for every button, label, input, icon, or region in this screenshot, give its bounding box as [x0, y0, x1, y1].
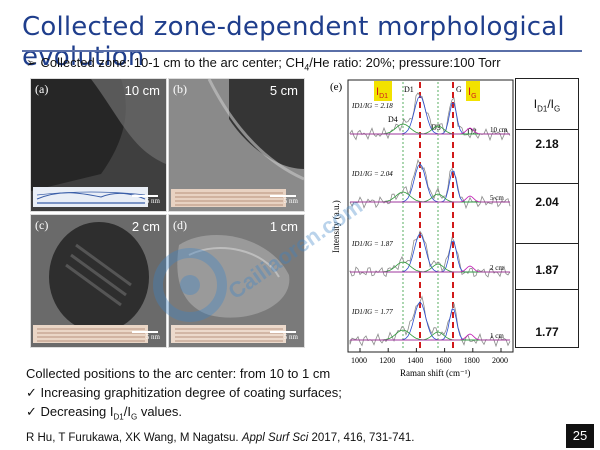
tem-panel-c-scale: 5 nm: [145, 333, 160, 341]
fit-peak: [350, 195, 510, 203]
tem-panel-d-scalebar: [270, 331, 296, 333]
id1-highlight-label: ID1: [376, 86, 388, 100]
tem-panel-d: (d) 1 cm 5 nm: [168, 214, 305, 348]
tem-panel-b-scalebar: [270, 195, 296, 197]
ratio-divider: [516, 243, 578, 244]
x-tick-label: 2000: [492, 356, 508, 365]
ratio-value-5cm: 2.04: [535, 195, 559, 209]
trace-zone-label: 5 cm: [490, 194, 504, 202]
ratio-divider: [516, 183, 578, 184]
spectra-panel-label: (e): [330, 81, 343, 93]
tem-panel-a-label: (a): [35, 82, 49, 96]
spectra-traces: 10 cm ID1/IG = 2.18 5 cm ID1/IG = 2.04 2 cm I…: [349, 92, 511, 348]
summary-line-2: ✓ Increasing graphitization degree of co…: [26, 385, 342, 400]
peak-label-g: G: [456, 85, 462, 94]
spectra-xlabel: Raman shift (cm⁻¹): [400, 368, 470, 378]
tem-panel-d-scale: 5 nm: [283, 333, 298, 341]
summary-block: Collected positions to the arc center: f…: [26, 364, 342, 427]
trace-zone-label: 10 cm: [490, 126, 508, 134]
x-tick-label: 1400: [407, 356, 423, 365]
x-tick-label: 1600: [436, 356, 452, 365]
trace-zone-label: 1 cm: [490, 332, 504, 340]
check-icon: ✓: [26, 404, 37, 419]
fit-peak: [350, 331, 510, 341]
ratio-value-2cm: 1.87: [535, 263, 559, 277]
spectra-ylabel: Intensity (a.u.): [331, 200, 341, 253]
trace-zone-label: 2 cm: [490, 264, 504, 272]
tem-panel-b-zone: 5 cm: [269, 83, 298, 98]
trace-ratio-label: ID1/IG = 2.18: [351, 102, 393, 110]
tem-panel-c-zone: 2 cm: [131, 219, 160, 234]
peak-label-d4: D4: [388, 115, 398, 124]
check-icon: ✓: [26, 385, 37, 400]
summary-line-3: ✓ Decreasing ID1/IG values.: [26, 404, 183, 422]
tem-panel-c-scalebar: [132, 331, 158, 333]
experiment-conditions-bullet: ➢ Collected zone: 10-1 cm to the arc cen…: [26, 55, 501, 73]
tem-panel-a-scalebar: [132, 195, 158, 197]
x-tick-label: 1200: [379, 356, 395, 365]
raman-trace: [349, 230, 511, 278]
fit-peak: [350, 127, 510, 135]
spectra-x-ticks: 1000 1200 1400 1600 1800 2000: [351, 348, 508, 365]
tem-panel-d-zone: 1 cm: [269, 219, 298, 234]
x-tick-label: 1800: [464, 356, 480, 365]
ratio-table: ID1/IG 2.18 2.04 1.87 1.77: [515, 78, 579, 348]
ratio-value-10cm: 2.18: [535, 137, 559, 151]
fit-peak: [350, 333, 510, 341]
x-tick-label: 1000: [351, 356, 367, 365]
tem-panel-b-label: (b): [173, 82, 187, 96]
spectra-frame: [347, 79, 514, 353]
citation: R Hu, T Furukawa, XK Wang, M Nagatsu. Ap…: [26, 432, 415, 444]
tem-panel-a-scale: 5 nm: [145, 197, 160, 205]
tem-panel-b-scale: 5 nm: [283, 197, 298, 205]
slide-title: Collected zone-dependent morphological e…: [22, 12, 565, 72]
trace-ratio-label: ID1/IG = 1.77: [351, 308, 393, 316]
tem-panel-c-image: [31, 215, 166, 347]
id1-highlight: [374, 81, 392, 101]
peak-label-d3: D3: [431, 123, 441, 132]
tem-panel-a-zone: 10 cm: [124, 83, 160, 98]
trace-ratio-label: ID1/IG = 2.04: [351, 170, 393, 178]
tem-panel-d-image: [169, 215, 304, 347]
peak-label-d2: D2: [467, 127, 477, 136]
page-number: 25: [566, 424, 594, 448]
tem-panel-b: (b) 5 cm 5 nm: [168, 78, 305, 212]
conditions-subscript: 4: [304, 62, 310, 73]
tem-panel-c: (c) 2 cm 5 nm: [30, 214, 167, 348]
summary-line-1: Collected positions to the arc center: f…: [26, 366, 331, 381]
tem-panel-c-label: (c): [35, 218, 49, 232]
ratio-table-header: ID1/IG: [516, 79, 578, 130]
ig-highlight-label: IG: [468, 86, 477, 100]
tem-panel-d-label: (d): [173, 218, 187, 232]
tem-panel-a: (a) 10 cm 5 nm: [30, 78, 167, 212]
tem-panel-a-image: [31, 79, 166, 211]
fit-peak: [350, 265, 510, 273]
title-underline: [22, 50, 582, 52]
bullet-arrow-icon: ➢: [26, 55, 37, 70]
trace-ratio-label: ID1/IG = 1.87: [351, 240, 393, 248]
ig-highlight: [466, 81, 480, 101]
peak-label-d1: D1: [404, 85, 414, 94]
conditions-text-a: Collected zone: 10-1 cm to the arc cente…: [40, 55, 305, 70]
conditions-text-b: /He ratio: 20%; pressure:100 Torr: [309, 55, 501, 70]
tem-panel-b-image: [169, 79, 304, 211]
ratio-divider: [516, 289, 578, 290]
ratio-value-1cm: 1.77: [535, 325, 559, 339]
raman-spectra-svg: (e) ID1 IG D1 G D4 D3 D2 Intensity (a.u.…: [330, 79, 514, 378]
raman-trace: [349, 295, 511, 348]
raman-trace: [349, 158, 511, 210]
